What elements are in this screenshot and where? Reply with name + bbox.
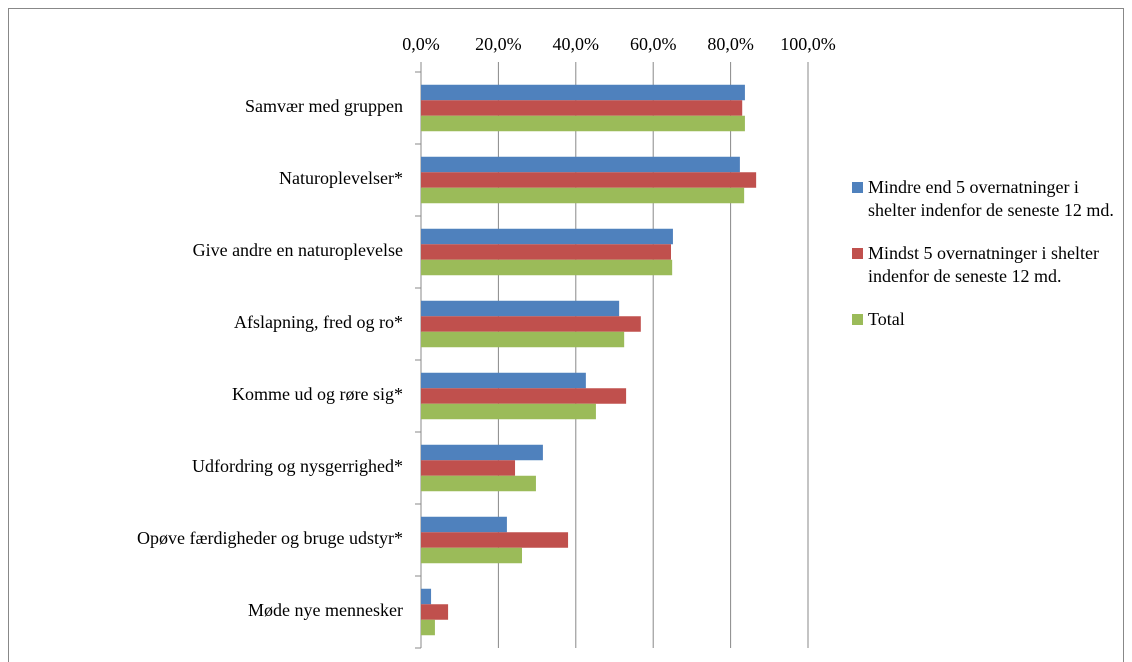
x-tick-label: 100,0%	[780, 34, 836, 54]
bar	[421, 259, 673, 276]
bar	[421, 187, 745, 204]
bar	[421, 115, 745, 132]
bar	[421, 331, 625, 348]
legend: Mindre end 5 overnatninger i shelter ind…	[852, 176, 1114, 351]
y-tick-label: Opøve færdigheder og bruge udstyr*	[137, 528, 403, 548]
bar	[421, 100, 743, 116]
bar	[421, 588, 432, 605]
legend-swatch	[852, 182, 863, 193]
y-tick-label: Naturoplevelser*	[279, 168, 403, 188]
bar	[421, 604, 449, 620]
bar	[421, 532, 569, 548]
x-tick-label: 60,0%	[630, 34, 677, 54]
bar	[421, 388, 627, 404]
legend-label: Mindre end 5 overnatninger i shelter ind…	[868, 177, 1114, 220]
bar	[421, 84, 745, 101]
legend-item: Total	[852, 308, 1114, 331]
bar	[421, 172, 757, 188]
x-tick-label: 20,0%	[475, 34, 522, 54]
bar	[421, 300, 620, 317]
bar	[421, 547, 523, 564]
y-tick-label: Udfordring og nysgerrighed*	[192, 456, 403, 476]
bar	[421, 516, 507, 533]
bar	[421, 156, 740, 173]
bar	[421, 372, 586, 389]
legend-label: Total	[868, 309, 905, 329]
y-tick-label: Møde nye mennesker	[248, 600, 403, 620]
legend-swatch	[852, 248, 863, 259]
legend-item: Mindst 5 overnatninger i shelter indenfo…	[852, 242, 1114, 288]
bar	[421, 619, 435, 636]
bar	[421, 403, 596, 420]
frame	[8, 8, 1124, 662]
x-tick-label: 80,0%	[707, 34, 754, 54]
bar	[421, 475, 536, 492]
y-tick-label: Afslapning, fred og ro*	[234, 312, 403, 332]
bar	[421, 444, 543, 461]
y-tick-label: Give andre en naturoplevelse	[193, 240, 403, 260]
bar	[421, 244, 672, 260]
x-tick-label: 40,0%	[553, 34, 600, 54]
legend-label: Mindst 5 overnatninger i shelter indenfo…	[868, 243, 1099, 286]
y-tick-label: Komme ud og røre sig*	[232, 384, 403, 404]
bar	[421, 460, 516, 476]
bar	[421, 228, 673, 245]
y-tick-label: Samvær med gruppen	[245, 96, 403, 116]
bar	[421, 316, 641, 332]
legend-swatch	[852, 314, 863, 325]
x-tick-label: 0,0%	[402, 34, 440, 54]
legend-item: Mindre end 5 overnatninger i shelter ind…	[852, 176, 1114, 222]
